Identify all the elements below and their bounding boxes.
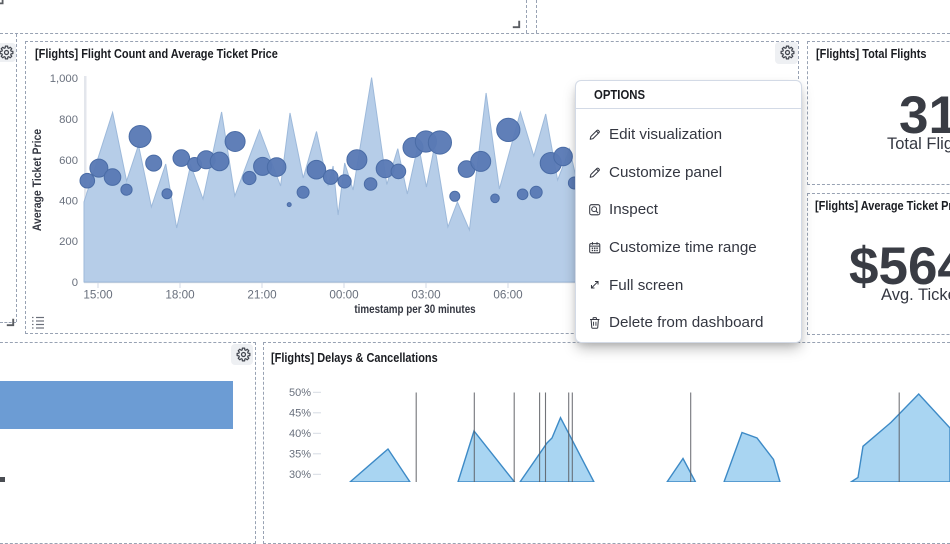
svg-text:06:00: 06:00 <box>493 289 523 302</box>
svg-text:15:00: 15:00 <box>83 289 113 302</box>
svg-text:40%: 40% <box>289 428 311 440</box>
svg-text:200: 200 <box>59 236 78 248</box>
svg-text:35%: 35% <box>289 449 311 461</box>
svg-text:600: 600 <box>59 155 78 167</box>
svg-text:50%: 50% <box>289 387 311 399</box>
svg-text:timestamp per 30 minutes: timestamp per 30 minutes <box>354 303 475 316</box>
svg-text:800: 800 <box>59 114 78 126</box>
svg-text:Average Ticket Price: Average Ticket Price <box>31 129 44 231</box>
svg-text:0: 0 <box>72 277 78 289</box>
svg-text:400: 400 <box>59 196 78 208</box>
svg-text:21:00: 21:00 <box>247 289 277 302</box>
svg-text:18:00: 18:00 <box>165 289 195 302</box>
svg-text:45%: 45% <box>289 408 311 420</box>
svg-text:30%: 30% <box>289 469 311 481</box>
svg-text:00:00: 00:00 <box>329 289 359 302</box>
svg-text:03:00: 03:00 <box>411 289 441 302</box>
svg-text:1,000: 1,000 <box>50 73 78 85</box>
